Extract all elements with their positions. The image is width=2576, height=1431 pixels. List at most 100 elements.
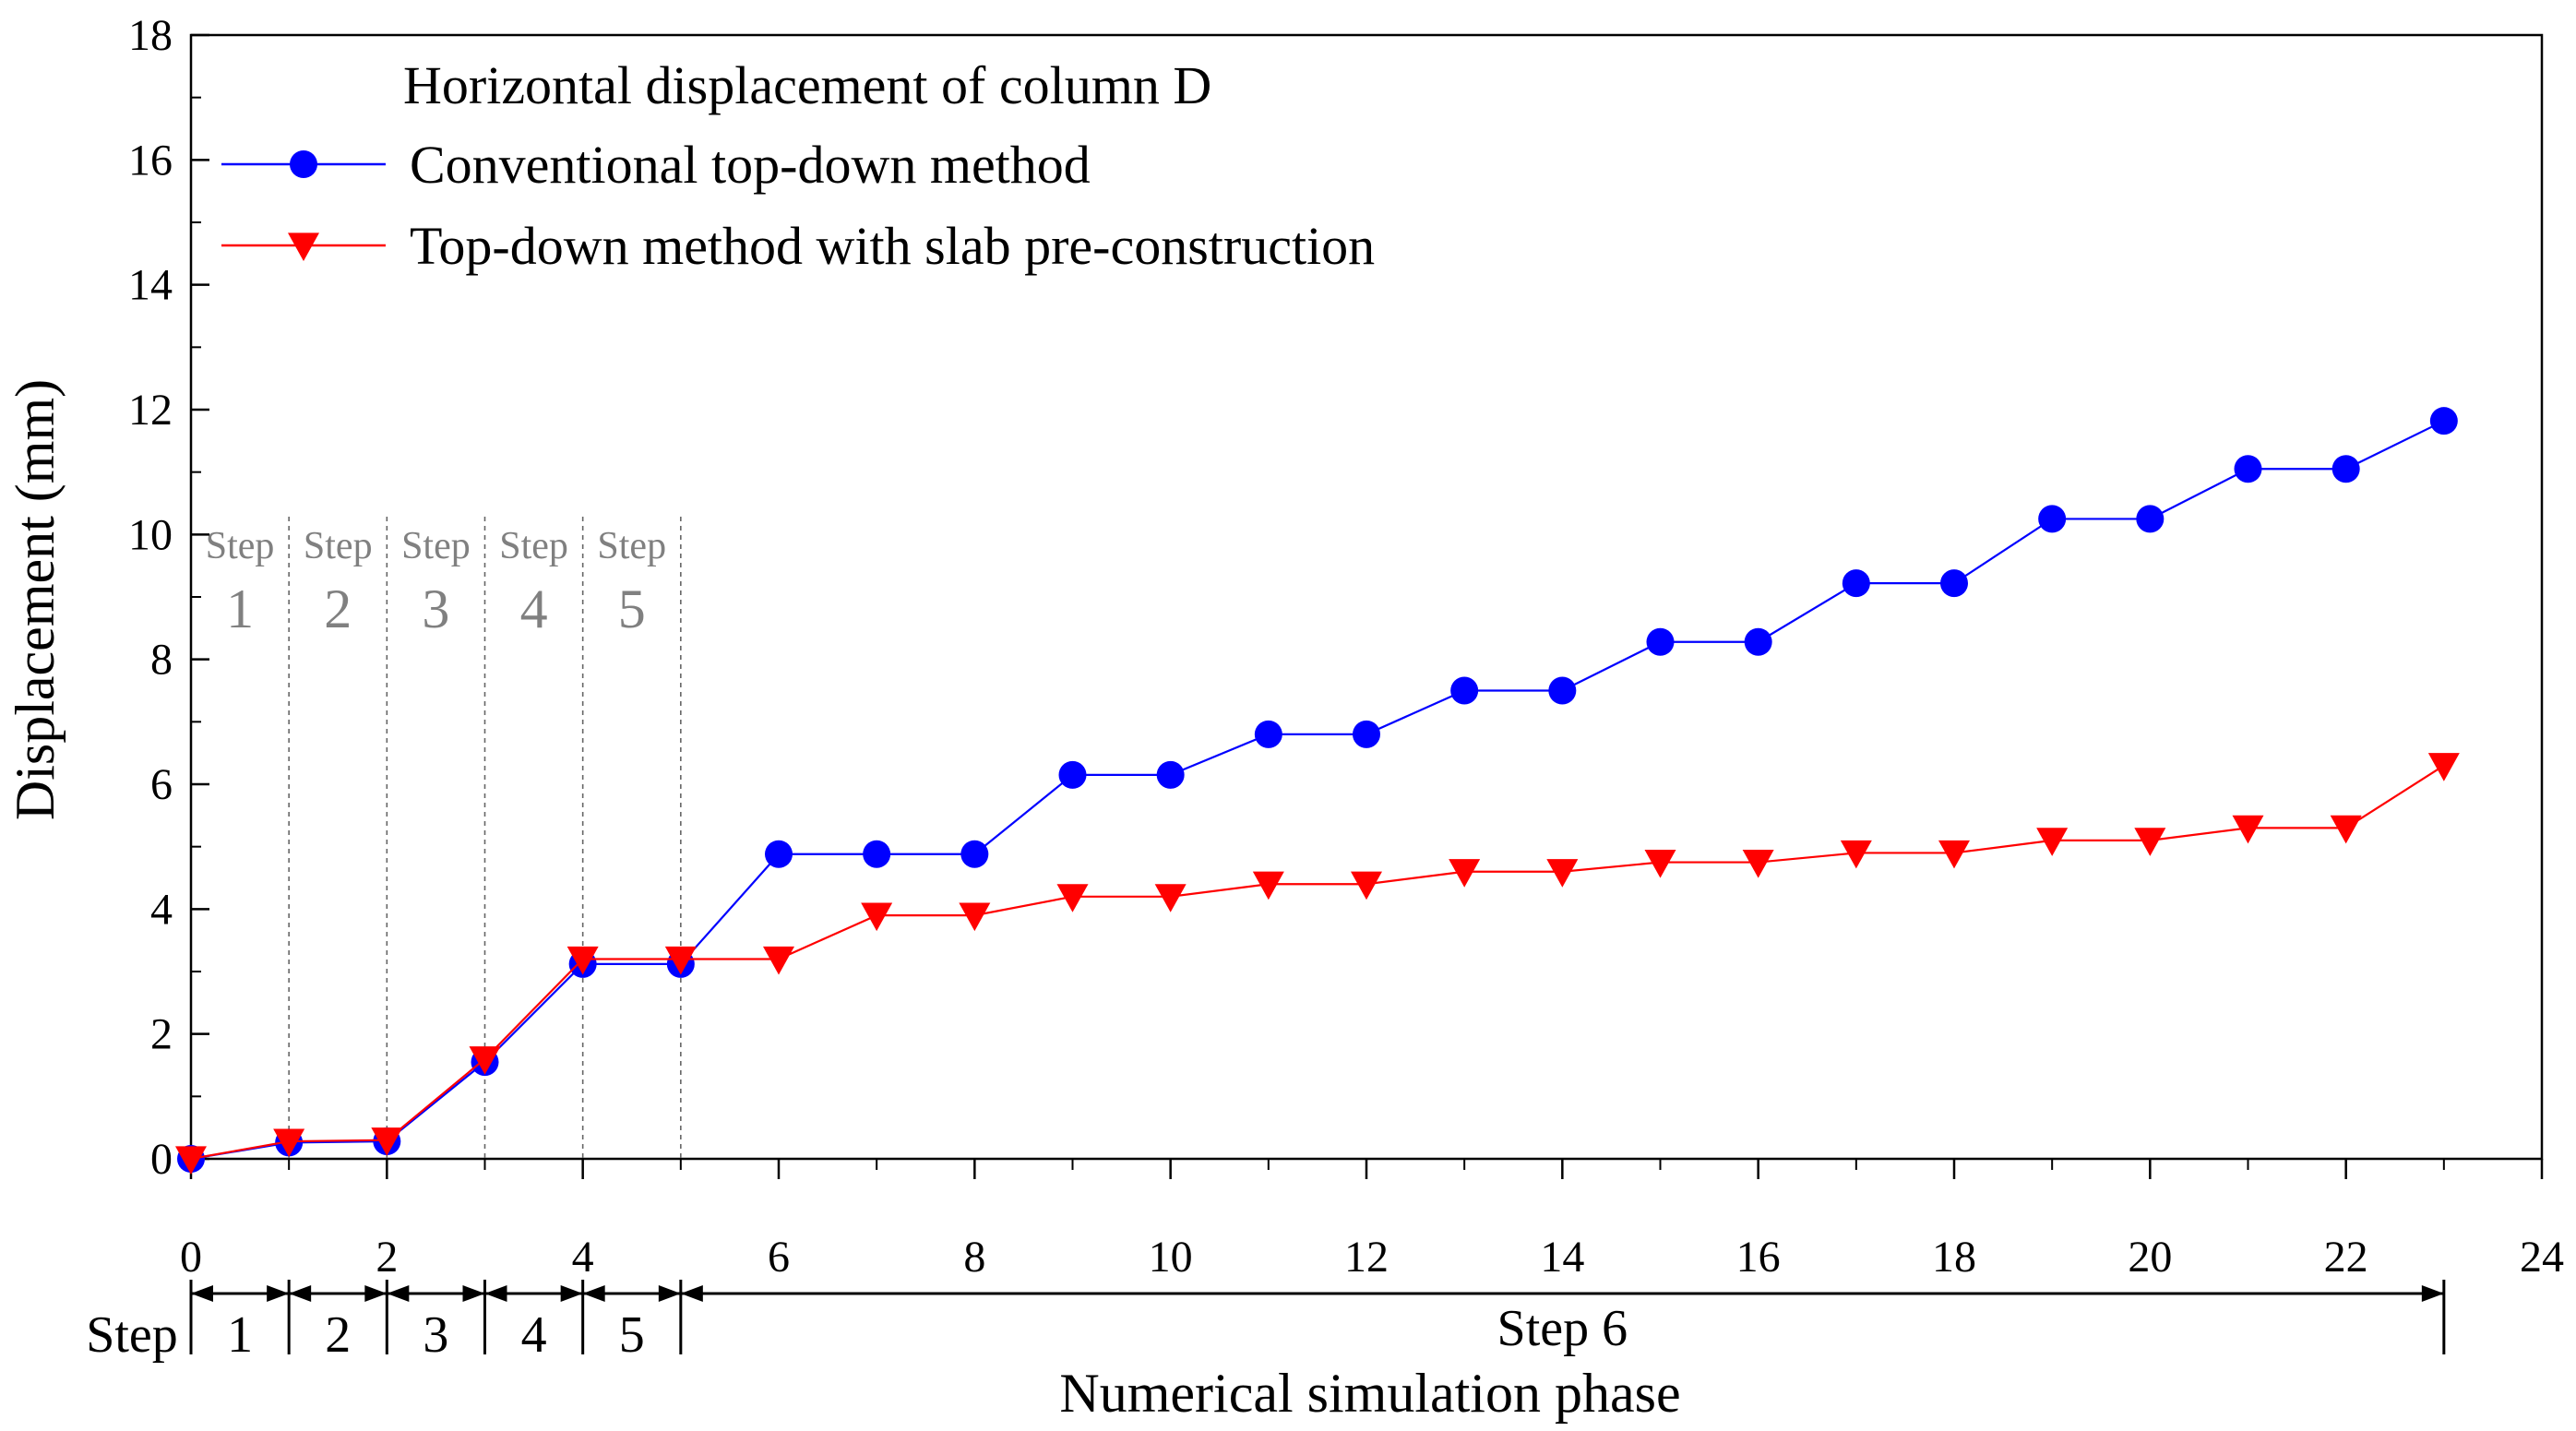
data-point [1156,760,1185,789]
step-annotation-number: 5 [618,578,646,639]
y-tick-label: 12 [128,386,173,435]
series-line [190,764,2445,1161]
data-point [1450,676,1479,705]
x-tick-label: 20 [2128,1233,2172,1282]
step-annotation-word: Step [304,525,373,567]
data-point [1742,849,1774,878]
y-tick-label: 6 [150,760,173,809]
y-tick-label: 14 [128,261,173,310]
data-point [371,1127,403,1156]
data-point [1353,720,1380,748]
y-tick-label: 2 [150,1010,173,1059]
x-tick-label: 8 [963,1233,985,1282]
data-point [273,1128,305,1158]
data-point [1058,760,1087,789]
step-annotation-word: Step [597,525,666,567]
data-point [1940,569,1968,598]
data-point [1842,569,1870,598]
phase-arrowhead [191,1285,213,1302]
legend: Horizontal displacement of column D Conve… [221,55,1375,276]
legend-entry-label: Conventional top-down method [410,135,1091,195]
x-tick-label: 22 [2324,1233,2368,1282]
y-tick-label: 16 [128,136,173,185]
data-point [2036,828,2069,856]
data-point [863,840,891,868]
legend-marker [288,233,319,261]
step-annotation-number: 3 [422,578,449,639]
y-tick-label: 18 [128,11,173,60]
data-point [2429,407,2458,435]
step-annotation-word: Step [206,525,275,567]
y-axis: 0 2 4 6 8 10 12 14 16 18 [128,11,209,1184]
data-point [566,946,599,975]
x-tick-label: 24 [2520,1233,2564,1282]
data-point [763,946,794,975]
step-annotation-word: Step [401,525,471,567]
phase-arrowhead [560,1285,583,1302]
x-tick-label: 0 [180,1233,202,1282]
legend-title: Horizontal displacement of column D [403,55,1211,115]
data-point [664,946,697,975]
step-annotation-number: 2 [324,578,352,639]
data-point [2234,455,2262,483]
series-line [190,420,2445,1161]
data-point [2038,505,2067,533]
phase-bar: Step 1 2 3 4 5 Step 6 [86,1280,2446,1364]
x-tick-label: 18 [1932,1233,1976,1282]
data-point [1154,884,1187,912]
phase-arrowhead [2421,1285,2444,1302]
data-point [2427,753,2460,781]
y-tick-label: 4 [150,885,173,934]
data-point [1548,676,1577,705]
x-tick-label: 4 [572,1233,594,1282]
phase-arrowhead [462,1285,485,1302]
data-point [861,902,893,932]
y-tick-label: 8 [150,636,173,685]
phase-segment-label: 2 [325,1306,351,1364]
data-point [1056,884,1089,912]
data-point [1252,871,1284,900]
phase-arrowhead [364,1285,388,1302]
step-guides: Step 1 Step 2 Step 3 Step 4 Step 5 [206,517,682,1159]
x-tick-label: 6 [768,1233,790,1282]
data-point [959,902,991,932]
phase-segment-label: 3 [423,1306,448,1364]
phase-arrowhead [289,1285,312,1302]
phase-segment-label: 4 [521,1306,547,1364]
data-point [2134,828,2166,856]
series-2 [175,753,2460,1175]
legend-marker [290,150,317,178]
data-point [1351,871,1382,900]
data-point [1938,840,1970,869]
data-point [1644,849,1676,878]
data-point [469,1046,501,1075]
y-axis-label: Displacement (mm) [5,379,66,820]
phase-arrowhead [267,1285,290,1302]
data-point [175,1146,207,1175]
x-axis: 0 2 4 6 8 10 12 14 16 18 20 22 24 [180,1159,2564,1282]
data-point [1840,840,1872,869]
phase-arrowhead [387,1285,410,1302]
y-tick-label: 0 [150,1135,173,1184]
x-tick-label: 14 [1540,1233,1584,1282]
x-tick-label: 10 [1149,1233,1193,1282]
data-point [960,840,989,868]
step-annotation-number: 1 [226,578,254,639]
data-point [765,840,793,868]
phase-bar-label: Step [86,1306,178,1364]
data-point [2136,505,2165,533]
phase-arrowhead [658,1285,681,1302]
data-point [1449,859,1481,888]
x-tick-label: 12 [1344,1233,1389,1282]
phase-arrowhead [680,1285,703,1302]
x-tick-label: 16 [1736,1233,1781,1282]
series-layer [175,407,2460,1175]
phase-arrowhead [484,1285,507,1302]
data-point [1646,627,1675,656]
y-tick-label: 10 [128,510,173,559]
data-point [2232,815,2264,844]
step-annotation-number: 4 [520,578,548,639]
legend-entry-label: Top-down method with slab pre-constructi… [410,216,1375,276]
data-point [2332,455,2360,483]
phase-arrowhead [582,1285,605,1302]
